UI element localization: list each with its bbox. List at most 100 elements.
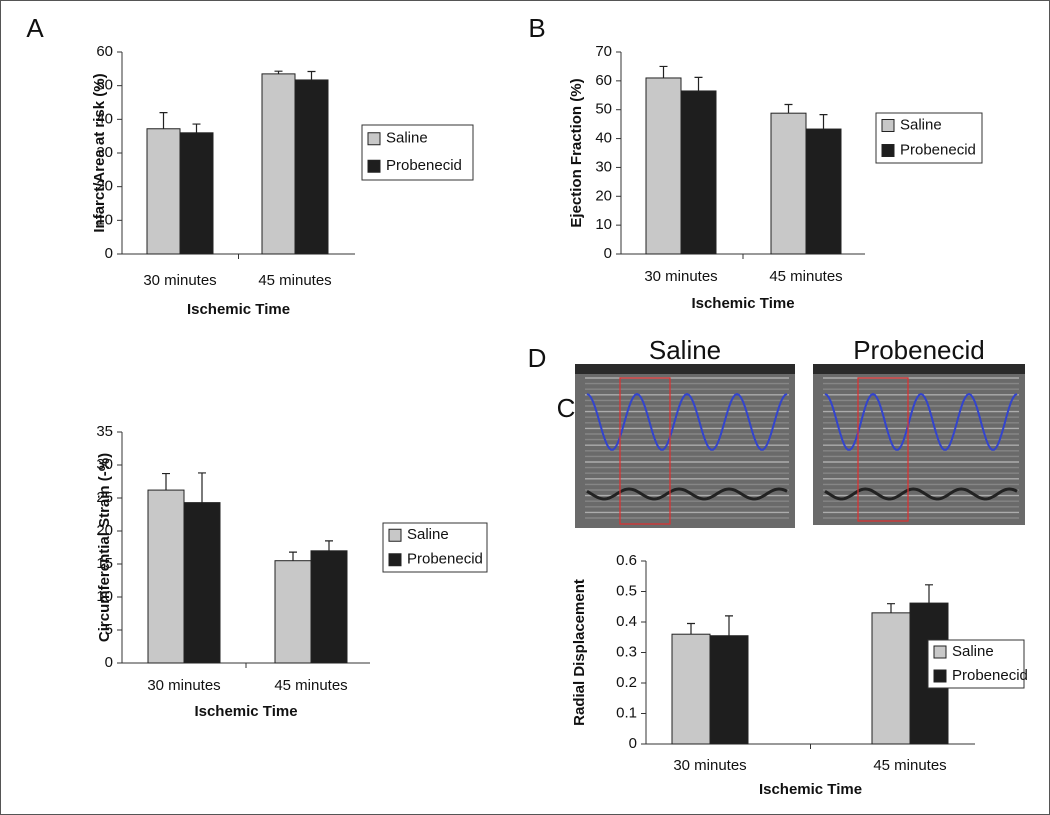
error-bar xyxy=(307,70,316,80)
x-axis-title: Ischemic Time xyxy=(187,301,290,318)
y-tick-label: 50 xyxy=(595,101,612,118)
legend-label: Probenecid xyxy=(952,667,1028,684)
y-tick-label: 40 xyxy=(595,130,612,147)
panel-label: A xyxy=(26,13,44,43)
y-axis-title: Circumferential Strain (-%) xyxy=(96,453,113,642)
x-axis-title: Ischemic Time xyxy=(759,781,862,798)
y-axis-title: Radial Displacement xyxy=(571,579,588,726)
bar xyxy=(645,77,682,255)
legend-label: Saline xyxy=(386,130,428,147)
error-bar xyxy=(694,76,703,91)
error-bar xyxy=(289,551,297,561)
bar xyxy=(310,550,348,664)
bar xyxy=(871,612,911,745)
bar xyxy=(770,112,807,255)
image-title: Saline xyxy=(649,335,721,365)
error-bar xyxy=(159,112,168,129)
bar xyxy=(709,635,749,745)
x-tick-label: 45 minutes xyxy=(258,272,331,289)
y-tick-label: 50 xyxy=(96,77,113,94)
error-bar xyxy=(784,103,793,114)
y-tick-label: 0.6 xyxy=(616,552,637,569)
legend-label: Probenecid xyxy=(407,551,483,568)
error-bar xyxy=(198,472,206,503)
y-tick-label: 35 xyxy=(96,423,113,440)
y-tick-label: 0 xyxy=(105,245,113,262)
echo-roi xyxy=(619,377,671,525)
legend-swatch xyxy=(881,119,895,132)
bar xyxy=(261,73,296,255)
x-tick-label: 45 minutes xyxy=(873,757,946,774)
legend-label: Probenecid xyxy=(900,141,976,158)
echo-image xyxy=(575,364,795,528)
y-tick-label: 0.5 xyxy=(616,582,637,599)
bar xyxy=(294,79,329,255)
echo-wave xyxy=(824,392,1018,451)
legend-swatch xyxy=(367,159,381,173)
echo-roi xyxy=(857,377,909,522)
y-tick-label: 20 xyxy=(595,187,612,204)
error-bar xyxy=(819,114,828,130)
y-tick-label: 25 xyxy=(96,489,113,506)
x-axis-title: Ischemic Time xyxy=(691,295,794,312)
y-tick-label: 10 xyxy=(96,588,113,605)
y-tick-label: 30 xyxy=(96,144,113,161)
legend-swatch xyxy=(933,669,947,683)
y-tick-label: 70 xyxy=(595,43,612,60)
y-tick-label: 0.4 xyxy=(616,613,637,630)
x-tick-label: 30 minutes xyxy=(644,268,717,285)
bar xyxy=(680,90,717,255)
y-tick-label: 0 xyxy=(105,654,113,671)
image-title: Probenecid xyxy=(853,335,985,365)
y-tick-label: 40 xyxy=(96,110,113,127)
legend-swatch xyxy=(388,553,402,567)
panel-label: B xyxy=(528,13,545,43)
y-tick-label: 0 xyxy=(629,735,637,752)
error-bar xyxy=(925,584,933,604)
legend-swatch xyxy=(367,132,381,146)
y-tick-label: 0 xyxy=(604,245,612,262)
x-tick-label: 30 minutes xyxy=(143,272,216,289)
panel-label: C xyxy=(557,393,576,423)
legend-label: Saline xyxy=(407,526,449,543)
bar xyxy=(147,489,185,664)
y-tick-label: 0.2 xyxy=(616,674,637,691)
echo-header xyxy=(813,364,1025,374)
x-tick-label: 30 minutes xyxy=(673,757,746,774)
bar xyxy=(805,128,842,255)
echo-image xyxy=(813,364,1025,525)
error-bar xyxy=(274,70,283,74)
legend-label: Probenecid xyxy=(386,157,462,174)
x-tick-label: 45 minutes xyxy=(769,268,842,285)
error-bar xyxy=(659,65,668,78)
legend-label: Saline xyxy=(900,116,942,133)
x-axis-title: Ischemic Time xyxy=(194,703,297,720)
error-bar xyxy=(725,615,733,636)
y-tick-label: 5 xyxy=(105,621,113,638)
legend-swatch xyxy=(933,645,947,659)
bar xyxy=(146,128,181,255)
error-bar xyxy=(162,472,170,491)
x-tick-label: 30 minutes xyxy=(147,677,220,694)
y-tick-label: 60 xyxy=(595,72,612,89)
error-bar xyxy=(887,603,895,613)
y-axis-title: Infarct/Area at risk (%) xyxy=(91,73,108,232)
y-tick-label: 10 xyxy=(96,211,113,228)
y-tick-label: 60 xyxy=(96,43,113,60)
legend-label: Saline xyxy=(952,643,994,660)
bar xyxy=(671,633,711,745)
y-tick-label: 15 xyxy=(96,555,113,572)
y-tick-label: 10 xyxy=(595,216,612,233)
error-bar xyxy=(687,622,695,635)
y-tick-label: 20 xyxy=(96,522,113,539)
error-bar xyxy=(192,123,201,133)
y-tick-label: 30 xyxy=(96,456,113,473)
echo-wave xyxy=(824,487,1018,501)
panel-label: D xyxy=(528,343,547,373)
legend-swatch xyxy=(388,528,402,542)
y-axis-title: Ejection Fraction (%) xyxy=(568,78,585,227)
y-tick-label: 20 xyxy=(96,178,113,195)
bar xyxy=(179,132,214,255)
bar xyxy=(274,560,312,664)
